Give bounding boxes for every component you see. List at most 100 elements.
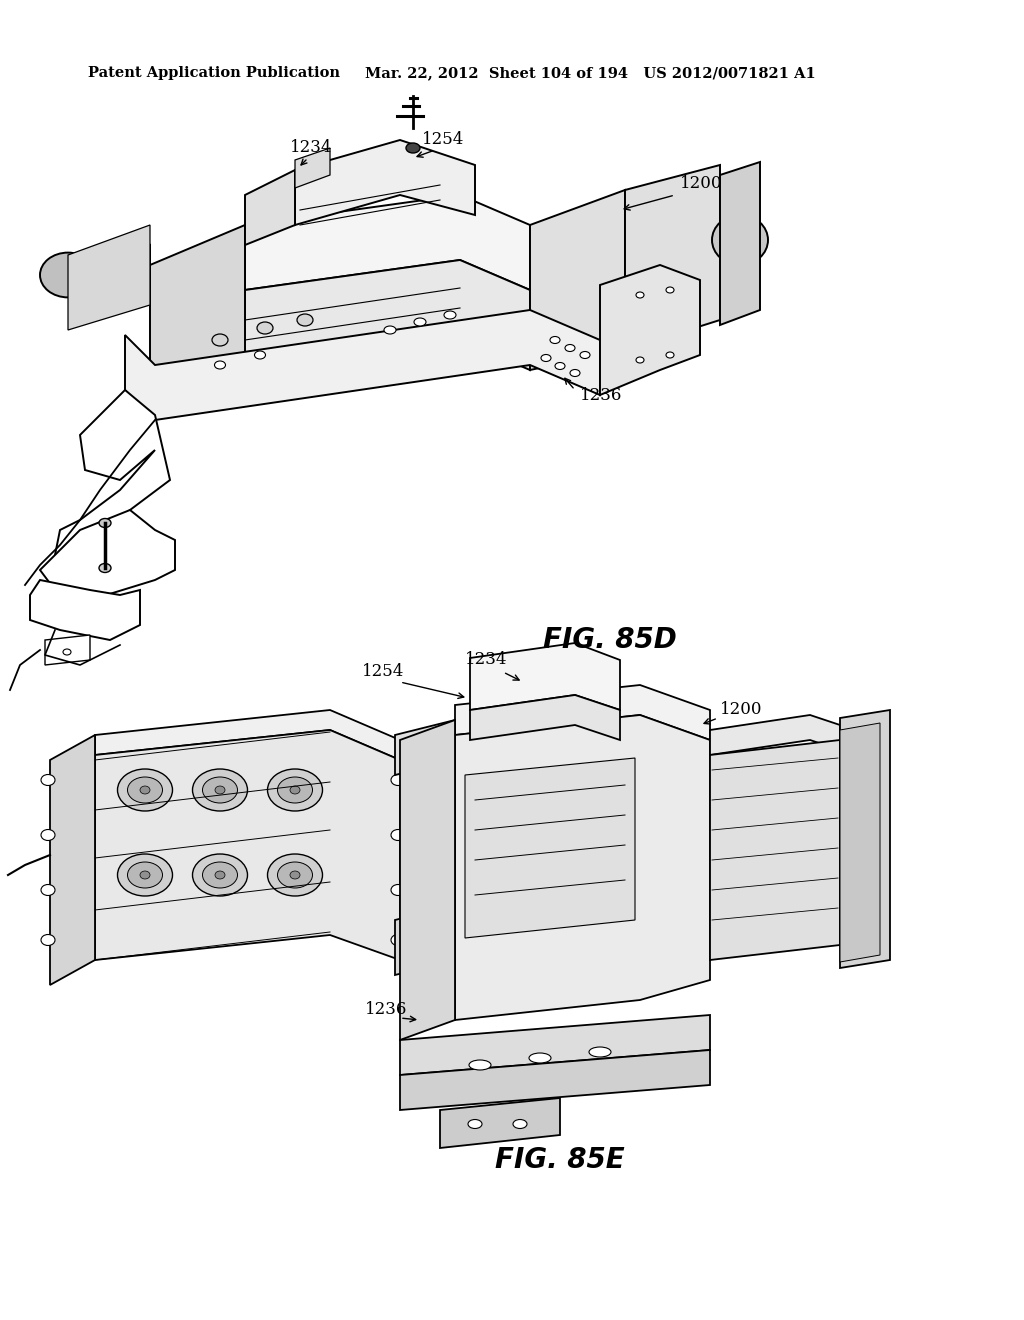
Ellipse shape xyxy=(41,829,55,841)
Polygon shape xyxy=(100,246,150,305)
Polygon shape xyxy=(295,148,330,187)
Ellipse shape xyxy=(391,829,406,841)
Ellipse shape xyxy=(257,322,273,334)
Polygon shape xyxy=(400,1049,710,1110)
Polygon shape xyxy=(720,162,760,325)
Polygon shape xyxy=(245,195,530,290)
Ellipse shape xyxy=(468,1119,482,1129)
Text: 1200: 1200 xyxy=(680,174,723,191)
Ellipse shape xyxy=(99,519,111,528)
Ellipse shape xyxy=(589,1047,611,1057)
Ellipse shape xyxy=(384,326,396,334)
Ellipse shape xyxy=(513,1119,527,1129)
Ellipse shape xyxy=(212,334,228,346)
Ellipse shape xyxy=(290,785,300,795)
Polygon shape xyxy=(400,1015,710,1074)
Ellipse shape xyxy=(290,871,300,879)
Polygon shape xyxy=(30,579,140,640)
Ellipse shape xyxy=(541,355,551,362)
Ellipse shape xyxy=(140,871,150,879)
Polygon shape xyxy=(470,643,620,710)
Ellipse shape xyxy=(444,312,456,319)
Ellipse shape xyxy=(41,884,55,895)
Polygon shape xyxy=(440,1098,560,1148)
Text: 1200: 1200 xyxy=(720,701,763,718)
Ellipse shape xyxy=(555,363,565,370)
Text: 1236: 1236 xyxy=(365,1002,408,1019)
Ellipse shape xyxy=(193,854,248,896)
Ellipse shape xyxy=(267,770,323,810)
Polygon shape xyxy=(395,906,455,975)
Polygon shape xyxy=(40,510,175,601)
Polygon shape xyxy=(68,224,150,330)
Ellipse shape xyxy=(529,1053,551,1063)
Ellipse shape xyxy=(203,777,238,803)
Ellipse shape xyxy=(128,862,163,888)
Ellipse shape xyxy=(63,649,71,655)
Polygon shape xyxy=(625,165,720,350)
Ellipse shape xyxy=(278,862,312,888)
Ellipse shape xyxy=(570,370,580,376)
Text: FIG. 85E: FIG. 85E xyxy=(496,1146,625,1173)
Ellipse shape xyxy=(278,777,312,803)
Ellipse shape xyxy=(255,351,265,359)
Ellipse shape xyxy=(267,854,323,896)
Polygon shape xyxy=(470,696,620,741)
Text: 1254: 1254 xyxy=(362,664,404,681)
Polygon shape xyxy=(840,723,880,962)
Polygon shape xyxy=(455,685,710,741)
Polygon shape xyxy=(50,735,95,985)
Ellipse shape xyxy=(41,775,55,785)
Polygon shape xyxy=(710,715,840,755)
Polygon shape xyxy=(245,260,530,370)
Polygon shape xyxy=(710,741,840,960)
Ellipse shape xyxy=(406,143,420,153)
Polygon shape xyxy=(125,310,600,420)
Ellipse shape xyxy=(40,252,96,297)
Ellipse shape xyxy=(712,215,768,265)
Polygon shape xyxy=(150,224,245,411)
Ellipse shape xyxy=(41,935,55,945)
Text: FIG. 85D: FIG. 85D xyxy=(543,626,677,653)
Ellipse shape xyxy=(666,286,674,293)
Polygon shape xyxy=(530,190,625,370)
Polygon shape xyxy=(95,730,400,960)
Ellipse shape xyxy=(469,1060,490,1071)
Text: 1234: 1234 xyxy=(290,140,333,157)
Polygon shape xyxy=(600,265,700,395)
Text: Mar. 22, 2012  Sheet 104 of 194   US 2012/0071821 A1: Mar. 22, 2012 Sheet 104 of 194 US 2012/0… xyxy=(365,66,816,81)
Polygon shape xyxy=(95,710,400,760)
Ellipse shape xyxy=(99,564,111,573)
Ellipse shape xyxy=(565,345,575,351)
Ellipse shape xyxy=(636,356,644,363)
Ellipse shape xyxy=(391,884,406,895)
Ellipse shape xyxy=(215,871,225,879)
Text: 1236: 1236 xyxy=(580,387,623,404)
Ellipse shape xyxy=(128,777,163,803)
Text: 1234: 1234 xyxy=(465,652,508,668)
Polygon shape xyxy=(55,389,170,554)
Ellipse shape xyxy=(193,770,248,810)
Ellipse shape xyxy=(550,337,560,343)
Ellipse shape xyxy=(118,854,172,896)
Polygon shape xyxy=(840,710,890,968)
Ellipse shape xyxy=(636,292,644,298)
Text: 1254: 1254 xyxy=(422,132,464,149)
Polygon shape xyxy=(45,635,90,665)
Text: Patent Application Publication: Patent Application Publication xyxy=(88,66,340,81)
Ellipse shape xyxy=(203,862,238,888)
Polygon shape xyxy=(245,170,295,246)
Polygon shape xyxy=(295,140,475,224)
Ellipse shape xyxy=(214,360,225,370)
Polygon shape xyxy=(465,758,635,939)
Ellipse shape xyxy=(391,775,406,785)
Polygon shape xyxy=(400,719,455,1040)
Ellipse shape xyxy=(414,318,426,326)
Ellipse shape xyxy=(118,770,172,810)
Ellipse shape xyxy=(215,785,225,795)
Ellipse shape xyxy=(580,351,590,359)
Ellipse shape xyxy=(666,352,674,358)
Ellipse shape xyxy=(391,935,406,945)
Ellipse shape xyxy=(297,314,313,326)
Polygon shape xyxy=(395,719,455,775)
